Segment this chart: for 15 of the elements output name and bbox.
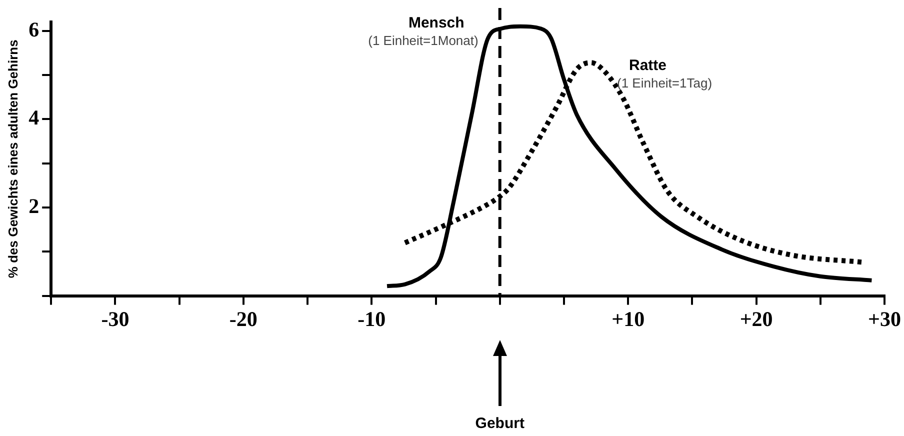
- x-tick-label: -30: [101, 306, 130, 331]
- series-label: Ratte: [629, 57, 667, 74]
- y-tick-label: 2: [28, 194, 40, 218]
- x-tick-label: -10: [358, 306, 386, 331]
- y-tick-label: 6: [28, 17, 40, 42]
- y-tick-label: 4: [28, 106, 40, 130]
- x-tick-label: +20: [740, 306, 773, 331]
- series-label: Mensch: [408, 14, 464, 32]
- x-tick-label: -20: [229, 306, 258, 331]
- annotation: (1 Einheit=1Monat): [368, 33, 478, 48]
- x-tick-label: +30: [868, 306, 901, 331]
- text: Geburt: [475, 415, 524, 432]
- annotation: (1 Einheit=1Tag): [617, 75, 712, 90]
- y-axis-title: % des Gewichts eines adulten Gehirns: [5, 40, 20, 278]
- x-tick-label: +10: [612, 306, 645, 331]
